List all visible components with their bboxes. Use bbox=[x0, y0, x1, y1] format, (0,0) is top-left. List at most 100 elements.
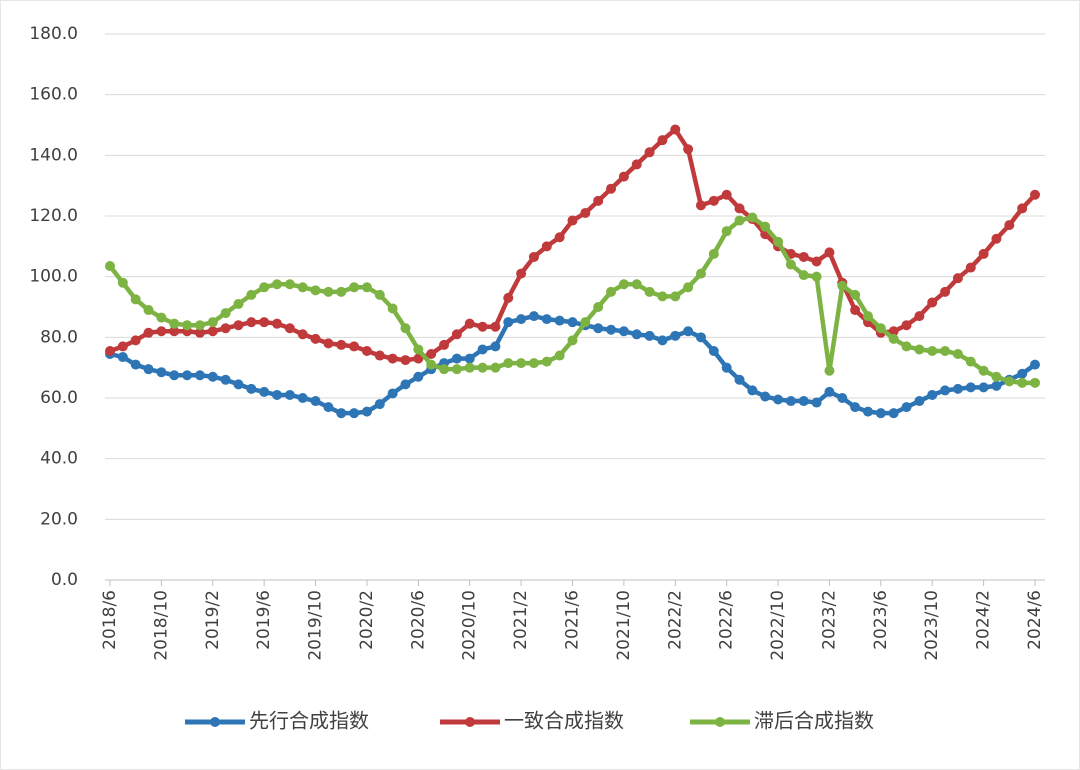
series-marker bbox=[361, 345, 372, 356]
series-marker bbox=[336, 339, 347, 350]
series-marker bbox=[451, 364, 462, 375]
series-marker bbox=[631, 159, 642, 170]
series-marker bbox=[400, 323, 411, 334]
series-marker bbox=[541, 314, 552, 325]
series-marker bbox=[503, 292, 514, 303]
series-marker bbox=[374, 350, 385, 361]
series-marker bbox=[259, 386, 270, 397]
series-marker bbox=[387, 353, 398, 364]
series-marker bbox=[117, 352, 128, 363]
series-marker bbox=[901, 320, 912, 331]
legend-label: 滞后合成指数 bbox=[754, 709, 874, 733]
series-marker bbox=[952, 349, 963, 360]
series-marker bbox=[426, 349, 437, 360]
x-tick-label: 2020/2 bbox=[357, 590, 377, 650]
series-marker bbox=[336, 408, 347, 419]
x-tick-label: 2024/2 bbox=[974, 590, 994, 650]
series-marker bbox=[490, 362, 501, 373]
series-marker bbox=[284, 389, 295, 400]
series-marker bbox=[747, 385, 758, 396]
series-marker bbox=[451, 353, 462, 364]
series-marker bbox=[297, 329, 308, 340]
series-marker bbox=[554, 315, 565, 326]
x-tick-label: 2021/10 bbox=[614, 590, 634, 661]
x-tick-label: 2019/10 bbox=[306, 590, 326, 661]
series-marker bbox=[580, 207, 591, 218]
series-marker bbox=[914, 311, 925, 322]
series-marker bbox=[130, 359, 141, 370]
series-marker bbox=[657, 135, 668, 146]
series-marker bbox=[490, 321, 501, 332]
series-marker bbox=[143, 327, 154, 338]
legend-marker bbox=[465, 717, 475, 727]
series-marker bbox=[259, 282, 270, 293]
series-marker bbox=[220, 323, 231, 334]
series-marker bbox=[734, 374, 745, 385]
series-marker bbox=[284, 323, 295, 334]
series-marker bbox=[965, 356, 976, 367]
legend-label: 一致合成指数 bbox=[504, 709, 624, 733]
y-tick-label: 160.0 bbox=[29, 85, 78, 105]
series-marker bbox=[233, 320, 244, 331]
series-marker bbox=[978, 248, 989, 259]
series-marker bbox=[734, 215, 745, 226]
series-marker bbox=[593, 323, 604, 334]
series-marker bbox=[708, 195, 719, 206]
series-marker bbox=[220, 308, 231, 319]
series-marker bbox=[310, 333, 321, 344]
series-marker bbox=[297, 282, 308, 293]
series-marker bbox=[374, 289, 385, 300]
series-marker bbox=[785, 259, 796, 270]
series-marker bbox=[194, 320, 205, 331]
series-marker bbox=[156, 312, 167, 323]
series-marker bbox=[1004, 220, 1015, 231]
series-marker bbox=[811, 271, 822, 282]
y-tick-label: 40.0 bbox=[40, 449, 78, 469]
series-marker bbox=[965, 262, 976, 273]
series-marker bbox=[824, 386, 835, 397]
series-marker bbox=[272, 389, 283, 400]
series-marker bbox=[760, 391, 771, 402]
y-tick-label: 180.0 bbox=[29, 24, 78, 44]
series-marker bbox=[349, 282, 360, 293]
series-marker bbox=[965, 382, 976, 393]
series-marker bbox=[695, 200, 706, 211]
legend-item: 先行合成指数 bbox=[185, 709, 369, 733]
series-marker bbox=[798, 251, 809, 262]
series-marker bbox=[1030, 359, 1040, 370]
series-marker bbox=[169, 318, 180, 329]
series-marker bbox=[528, 358, 539, 369]
series-marker bbox=[413, 353, 424, 364]
series-marker bbox=[1017, 377, 1028, 388]
series-marker bbox=[952, 383, 963, 394]
series-marker bbox=[618, 326, 629, 337]
series-marker bbox=[541, 241, 552, 252]
series-marker bbox=[503, 358, 514, 369]
series-marker bbox=[272, 279, 283, 290]
series-marker bbox=[117, 277, 128, 288]
y-tick-label: 140.0 bbox=[29, 145, 78, 165]
x-tick-label: 2021/6 bbox=[563, 590, 583, 650]
series-marker bbox=[875, 408, 886, 419]
legend-marker bbox=[715, 717, 725, 727]
series-marker bbox=[503, 317, 514, 328]
series-marker bbox=[156, 367, 167, 378]
y-tick-label: 100.0 bbox=[29, 267, 78, 287]
series-marker bbox=[361, 282, 372, 293]
series-marker bbox=[374, 399, 385, 410]
series-marker bbox=[182, 320, 193, 331]
series-marker bbox=[528, 311, 539, 322]
series-marker bbox=[644, 147, 655, 158]
y-tick-label: 80.0 bbox=[40, 327, 78, 347]
series-marker bbox=[708, 345, 719, 356]
series-marker bbox=[516, 314, 527, 325]
series-marker bbox=[991, 371, 1002, 382]
series-marker bbox=[631, 279, 642, 290]
series-marker bbox=[618, 279, 629, 290]
series-marker bbox=[477, 321, 488, 332]
series-marker bbox=[760, 221, 771, 232]
series-marker bbox=[824, 365, 835, 376]
series-marker bbox=[246, 383, 257, 394]
series-marker bbox=[464, 318, 475, 329]
